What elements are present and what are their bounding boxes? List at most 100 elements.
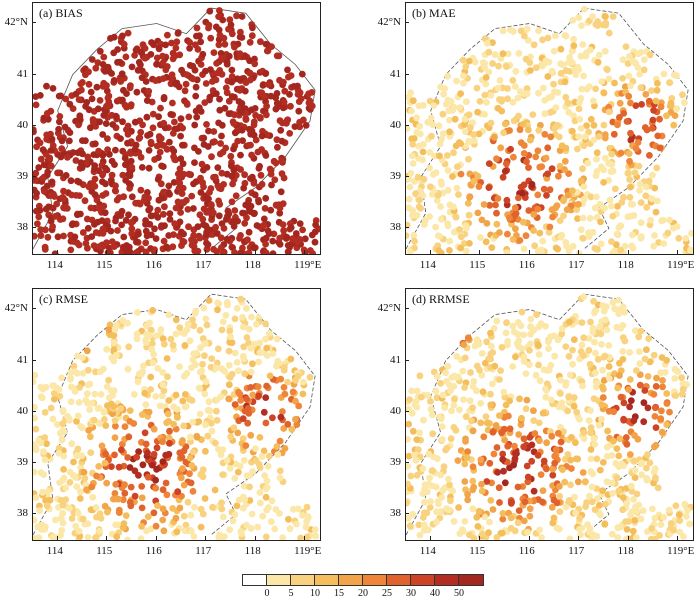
station-dot xyxy=(651,514,659,522)
station-dot xyxy=(413,387,421,395)
station-dot xyxy=(455,504,462,511)
latitude-tick xyxy=(405,176,409,178)
station-dot xyxy=(469,383,477,390)
station-dot xyxy=(133,453,141,461)
station-dot xyxy=(620,494,627,501)
station-dot xyxy=(202,67,209,75)
station-dot xyxy=(127,157,135,165)
station-dot xyxy=(574,215,581,223)
station-dot xyxy=(246,483,254,491)
station-dot xyxy=(464,334,472,342)
station-dot xyxy=(200,166,207,174)
station-dot xyxy=(148,461,156,469)
station-dot xyxy=(258,89,266,97)
station-dot xyxy=(202,231,210,239)
station-dot xyxy=(464,199,472,207)
station-dot xyxy=(632,367,640,374)
station-dot xyxy=(535,27,542,35)
station-dot xyxy=(615,296,622,304)
longitude-tick-label: 117 xyxy=(568,259,585,271)
station-dot xyxy=(262,485,270,493)
station-dot xyxy=(186,395,193,403)
latitude-tick-label: 41 xyxy=(17,67,28,80)
station-dot xyxy=(43,502,51,510)
station-dot xyxy=(280,227,287,234)
station-dot xyxy=(238,126,246,134)
station-dot xyxy=(277,413,285,421)
station-dot xyxy=(199,360,206,368)
station-dot xyxy=(110,77,118,84)
station-dot xyxy=(506,397,513,405)
station-dot xyxy=(434,498,442,505)
station-dot xyxy=(619,506,627,514)
station-dot xyxy=(576,415,583,423)
station-dot xyxy=(118,70,126,78)
station-dot xyxy=(591,338,598,346)
latitude-tick xyxy=(32,176,36,178)
station-dot xyxy=(131,467,139,475)
station-dot xyxy=(528,180,536,188)
station-dot xyxy=(424,392,432,399)
station-dot xyxy=(545,228,553,236)
station-dot xyxy=(548,206,556,214)
station-dot xyxy=(598,401,606,409)
station-dot xyxy=(192,307,200,315)
station-dot xyxy=(543,465,550,473)
station-dot xyxy=(515,431,523,438)
station-dot xyxy=(225,361,233,369)
station-dot xyxy=(450,149,457,157)
station-dot xyxy=(243,395,251,403)
station-dot xyxy=(666,79,674,86)
station-dot xyxy=(268,497,276,505)
station-dot xyxy=(84,224,92,232)
station-dot xyxy=(643,203,651,211)
station-dot xyxy=(207,419,215,427)
station-dot xyxy=(218,505,226,513)
station-dot xyxy=(78,452,85,460)
station-dot xyxy=(69,220,77,228)
station-dot xyxy=(615,487,623,495)
station-dot xyxy=(181,87,189,95)
station-dot xyxy=(409,427,417,435)
station-dot xyxy=(589,97,597,105)
station-dot xyxy=(440,90,448,98)
station-dot xyxy=(580,183,588,191)
station-dot xyxy=(215,26,223,34)
longitude-tick-label: 114 xyxy=(46,545,63,557)
station-dot xyxy=(507,524,515,532)
station-dot xyxy=(241,87,249,95)
station-dot xyxy=(166,138,173,146)
station-dot xyxy=(603,478,611,486)
station-dot xyxy=(263,102,270,110)
station-dot xyxy=(646,152,653,159)
station-dot xyxy=(530,211,538,218)
station-dot xyxy=(55,125,62,133)
station-dot xyxy=(172,330,180,338)
station-dot xyxy=(79,229,87,236)
station-dot xyxy=(264,81,272,88)
station-dot xyxy=(287,102,294,110)
station-dot xyxy=(189,418,197,426)
station-dot xyxy=(73,239,81,247)
station-dot xyxy=(429,191,436,198)
station-dot xyxy=(192,83,200,91)
station-dot xyxy=(160,210,167,218)
station-dot xyxy=(167,111,175,118)
station-dot xyxy=(247,368,255,376)
station-dot xyxy=(515,337,523,345)
station-dot xyxy=(105,92,113,100)
station-dot xyxy=(637,199,645,207)
station-dot xyxy=(191,503,198,511)
colorbar-label: 40 xyxy=(430,588,440,599)
station-dot xyxy=(436,152,443,160)
station-dot xyxy=(256,464,264,471)
station-dot xyxy=(675,511,683,519)
station-dot xyxy=(462,222,470,230)
station-dot xyxy=(526,340,534,348)
station-dot xyxy=(517,88,524,95)
station-dot xyxy=(163,243,170,251)
station-dot xyxy=(244,419,252,427)
station-dot xyxy=(292,415,299,423)
station-dot xyxy=(228,370,236,378)
station-dot xyxy=(184,206,192,213)
